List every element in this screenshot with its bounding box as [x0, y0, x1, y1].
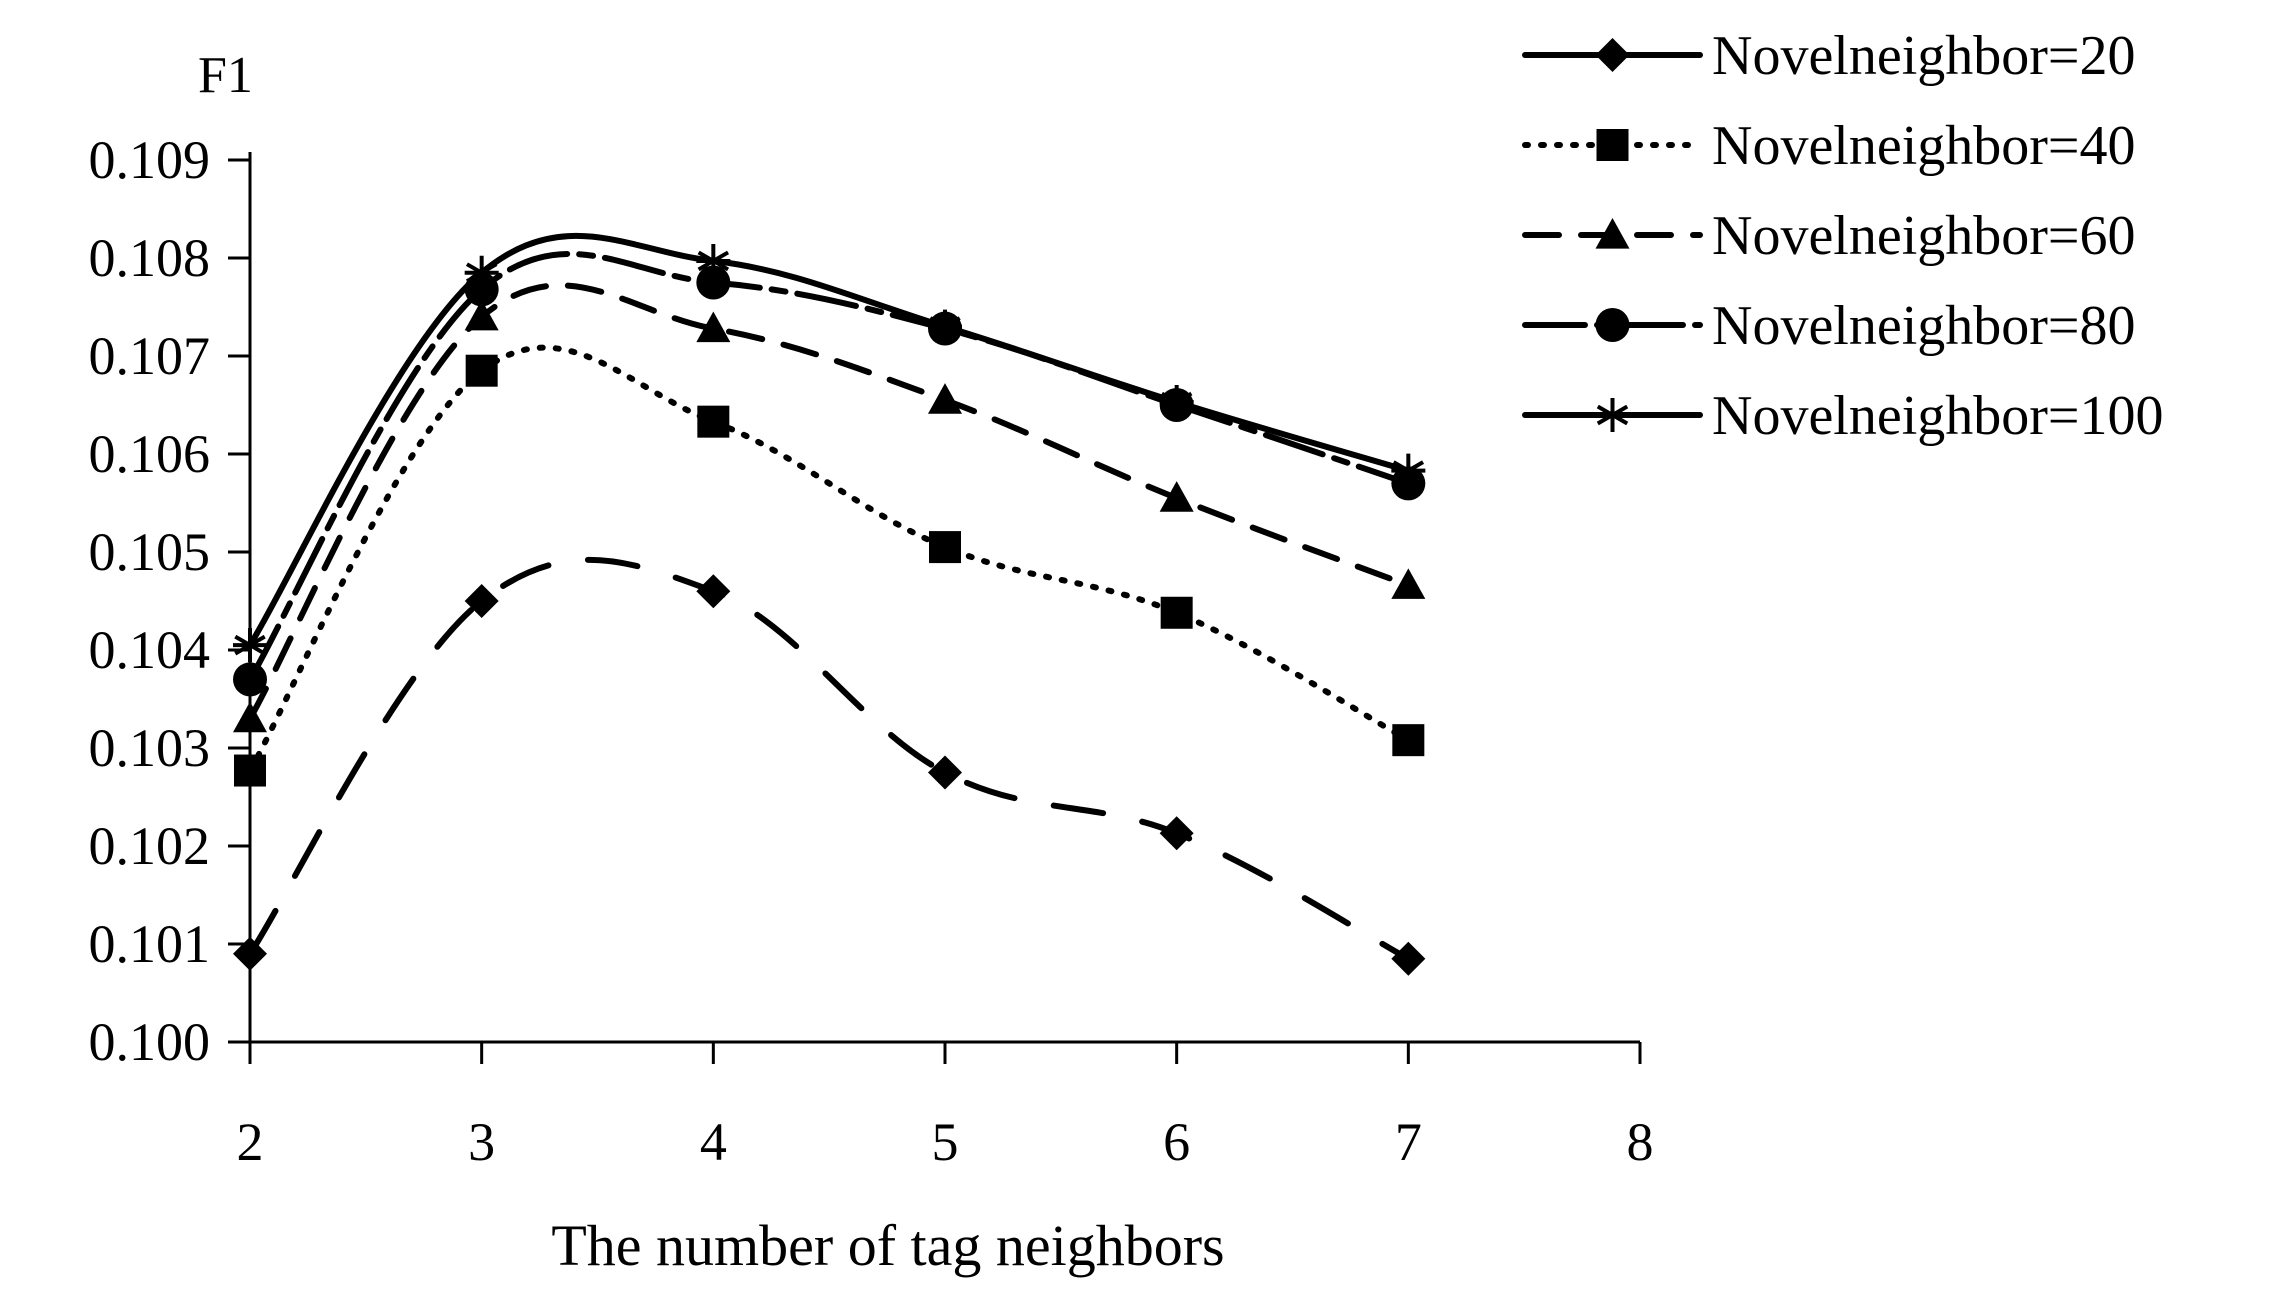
legend-label: Novelneighbor=100	[1712, 385, 2164, 447]
x-tick-label: 4	[700, 1112, 727, 1172]
legend-label: Novelneighbor=60	[1712, 205, 2136, 267]
legend-label: Novelneighbor=40	[1712, 115, 2136, 177]
series-novelneighbor-40	[234, 344, 1425, 787]
y-axis-title: F1	[198, 47, 253, 104]
y-tick-label: 0.100	[89, 1012, 211, 1072]
x-tick-label: 7	[1395, 1112, 1422, 1172]
data-point	[1391, 941, 1426, 976]
legend-marker	[1595, 308, 1630, 342]
series-line	[247, 232, 1412, 649]
legend-marker	[1596, 129, 1629, 161]
data-point	[1159, 385, 1194, 420]
y-tick-label: 0.106	[89, 424, 211, 484]
data-point	[464, 255, 499, 290]
series-novelneighbor-80	[233, 251, 1426, 697]
data-point	[928, 309, 962, 344]
y-tick-label: 0.104	[89, 620, 211, 680]
legend-label: Novelneighbor=20	[1712, 25, 2136, 87]
data-point	[1391, 568, 1426, 599]
x-tick-label: 5	[932, 1112, 959, 1172]
data-point	[1160, 596, 1193, 629]
data-point	[696, 243, 731, 278]
axes: 0.100 0.101 0.102 0.103 0.104 0.105 0.106 0.107…	[89, 130, 1654, 1172]
y-tick-label: 0.102	[89, 816, 211, 876]
data-point	[464, 299, 499, 331]
data-point	[1391, 453, 1426, 488]
x-tick-label: 2	[237, 1112, 264, 1172]
data-point	[929, 531, 961, 564]
y-tick-label: 0.101	[89, 914, 211, 974]
data-point	[1159, 816, 1194, 851]
legend-item: Novelneighbor=40	[1522, 115, 2136, 177]
x-tick-label: 8	[1627, 1112, 1654, 1172]
series-novelneighbor-20	[233, 556, 1426, 976]
x-tick-label: 6	[1163, 1112, 1190, 1172]
data-point	[1392, 724, 1425, 757]
x-axis-title: The number of tag neighbors	[551, 1213, 1224, 1278]
y-tick-label: 0.105	[89, 522, 211, 582]
data-point	[696, 574, 731, 609]
data-point	[928, 755, 962, 790]
legend-marker	[1595, 398, 1630, 432]
data-point	[928, 383, 962, 414]
series-line	[247, 282, 1412, 722]
plot-area	[233, 232, 1426, 976]
y-tick-label: 0.107	[89, 326, 211, 386]
y-tick-label: 0.108	[89, 228, 211, 288]
data-point	[1159, 481, 1194, 512]
y-tick-label: 0.109	[89, 130, 211, 190]
y-tick-label: 0.103	[89, 718, 211, 778]
data-point	[696, 265, 731, 300]
legend: Novelneighbor=20 Novelneighbor=40 Novelnei…	[1522, 25, 2164, 447]
legend-item: Novelneighbor=20	[1522, 25, 2136, 87]
x-tick-label: 3	[468, 1112, 495, 1172]
legend-item: Novelneighbor=100	[1522, 385, 2164, 447]
data-point	[464, 584, 499, 618]
series-line	[247, 344, 1412, 774]
series-line	[247, 556, 1412, 962]
series-line	[247, 251, 1412, 683]
legend-marker	[1595, 38, 1630, 72]
data-point	[697, 405, 730, 438]
legend-marker	[1595, 218, 1630, 249]
legend-item: Novelneighbor=80	[1522, 295, 2136, 357]
legend-label: Novelneighbor=80	[1712, 295, 2136, 357]
data-point	[696, 311, 731, 343]
data-point	[465, 354, 498, 387]
legend-item: Novelneighbor=60	[1522, 205, 2136, 267]
